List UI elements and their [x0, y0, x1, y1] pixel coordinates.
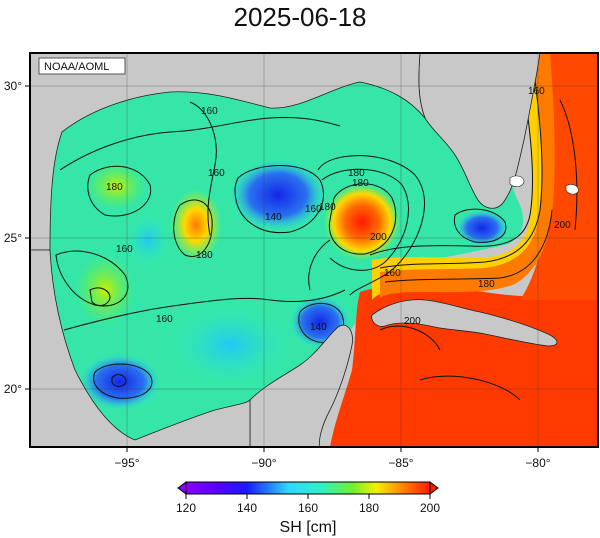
mexico-land	[30, 249, 251, 447]
contour-label: 180	[478, 279, 495, 290]
contour-label: 160	[156, 314, 173, 325]
colorbar-title: SH [cm]	[280, 519, 337, 536]
loop-current-core	[380, 53, 555, 298]
lon-label: −90°	[251, 456, 276, 470]
colorbar-tick-label: 140	[237, 501, 257, 515]
contour-label: 200	[404, 316, 421, 327]
contour-label: 180	[319, 202, 336, 213]
axis-ticks	[25, 85, 539, 452]
contour-label: 160	[305, 204, 322, 215]
lon-label: −85°	[388, 456, 413, 470]
lat-label: 20°	[4, 382, 22, 396]
colorbar-tick-label: 160	[298, 501, 318, 515]
contour-label: 180	[106, 182, 123, 193]
contour-label: 160	[116, 244, 133, 255]
lon-label: −95°	[114, 456, 139, 470]
colorbar-gradient	[185, 481, 431, 495]
contour-label: 180	[348, 168, 365, 179]
contour-label: 180	[196, 250, 213, 261]
contour-label: 160	[201, 106, 218, 117]
warm-blob-nw	[86, 162, 146, 210]
credit-label: NOAA/AOML	[44, 61, 109, 73]
graticule	[30, 53, 598, 447]
credit-box: NOAA/AOML	[38, 57, 126, 75]
contour-label: 140	[310, 322, 327, 333]
contour-label: 140	[265, 212, 282, 223]
bahamas-land-2	[565, 184, 579, 195]
cool-area-south	[170, 305, 290, 385]
cool-area-west	[126, 214, 170, 266]
cold-eddy-florida	[456, 210, 508, 246]
contour-label: 160	[384, 268, 401, 279]
contour-label: 200	[554, 220, 571, 231]
colorbar: 120 140 160 180 200 SH [cm]	[176, 481, 440, 536]
colorbar-left-arrow	[177, 481, 187, 495]
contour-label: 180	[352, 178, 369, 189]
map-area	[30, 53, 598, 447]
gulf-water	[50, 80, 524, 440]
contour-label: 200	[370, 232, 387, 243]
warm-eddy-core	[324, 184, 400, 260]
lat-label: 25°	[4, 231, 22, 245]
contour-label-group: 160 160 180 180 160 180 140 160 180 160 …	[106, 86, 571, 333]
yucatan-land	[249, 324, 353, 447]
cold-eddy-central	[230, 159, 326, 231]
cuba-land	[371, 299, 558, 347]
lon-label: −80°	[525, 456, 550, 470]
contour-label: 160	[528, 86, 545, 97]
lat-label: 30°	[4, 79, 22, 93]
contour-label: 160	[208, 168, 225, 179]
contour-lines	[55, 79, 578, 401]
colorbar-tick-label: 200	[420, 501, 440, 515]
map-frame	[29, 52, 599, 448]
colorbar-tick-label: 120	[176, 501, 196, 515]
colorbar-right-arrow	[429, 481, 439, 495]
colorbar-tick-label: 180	[359, 501, 379, 515]
bahamas-land	[509, 175, 525, 188]
map-title: 2025-06-18	[233, 2, 367, 32]
